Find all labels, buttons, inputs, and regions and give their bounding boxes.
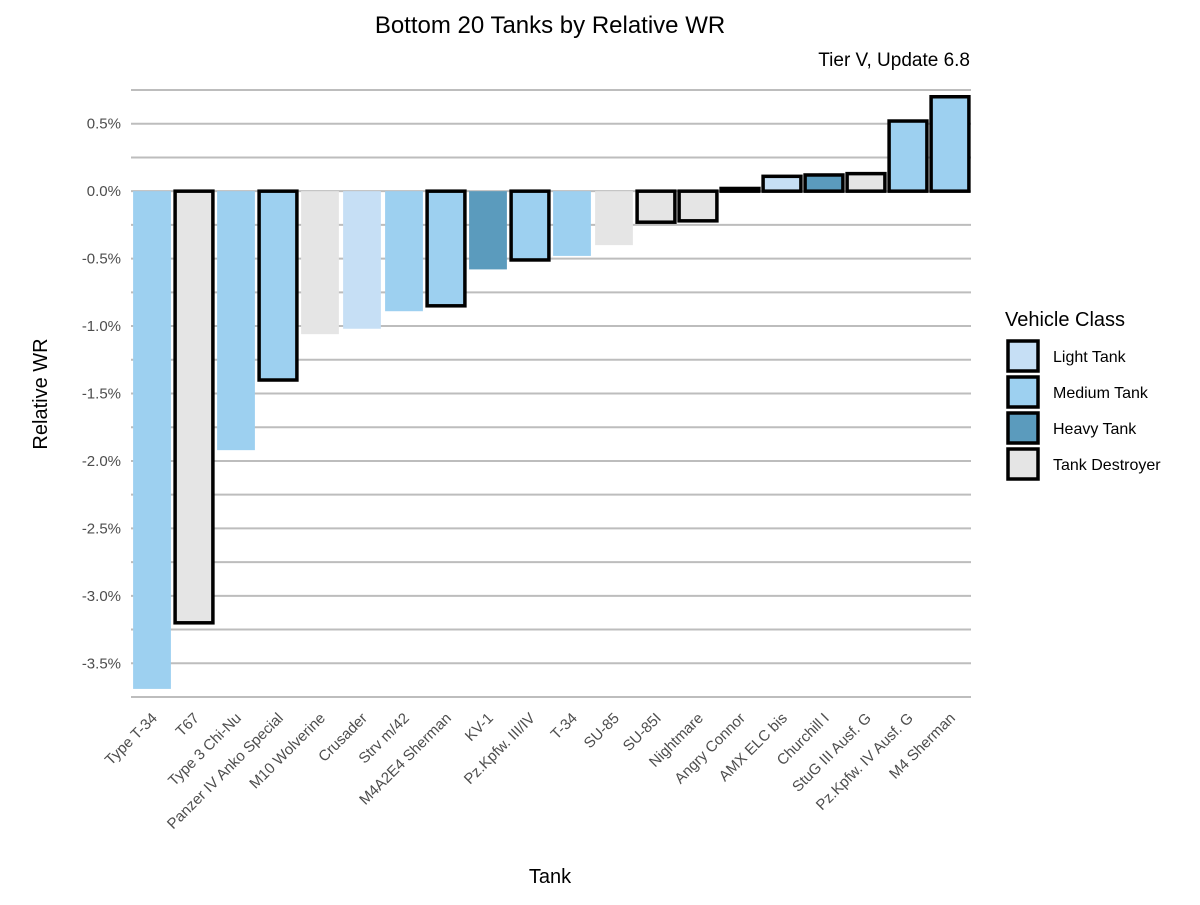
legend-label: Medium Tank xyxy=(1053,385,1149,402)
grid-lines xyxy=(131,89,971,698)
bars xyxy=(133,94,971,689)
y-tick-label: -2.0% xyxy=(82,453,121,470)
bar xyxy=(595,191,633,246)
x-tick-label: Type 3 Chi-Nu xyxy=(165,710,245,790)
bar xyxy=(173,189,215,625)
y-tick-label: 0.5% xyxy=(87,116,121,133)
legend-title: Vehicle Class xyxy=(1005,309,1125,331)
bar xyxy=(509,189,551,262)
bar xyxy=(719,186,761,193)
bar xyxy=(425,189,467,308)
bar xyxy=(635,189,677,224)
bar xyxy=(469,191,507,270)
legend-swatch xyxy=(1006,339,1040,373)
legend-label: Light Tank xyxy=(1053,349,1127,366)
x-tick-label: KV-1 xyxy=(462,710,497,745)
bar xyxy=(257,189,299,382)
y-tick-label: -0.5% xyxy=(82,251,121,268)
legend-swatch xyxy=(1006,411,1040,445)
chart-title: Bottom 20 Tanks by Relative WR xyxy=(375,12,725,39)
bar xyxy=(845,171,887,193)
y-tick-label: 0.0% xyxy=(87,183,121,200)
y-axis-title: Relative WR xyxy=(30,338,52,449)
y-axis-ticks: 0.5% 0.0% -0.5% -1.0% -1.5% -2.0% -2.5% -3.0% -3… xyxy=(82,116,121,673)
x-tick-label: T-34 xyxy=(548,710,581,743)
legend-label: Tank Destroyer xyxy=(1053,457,1161,474)
legend-label: Heavy Tank xyxy=(1053,421,1137,438)
bar xyxy=(553,191,591,256)
bar xyxy=(385,191,423,312)
x-tick-label: T67 xyxy=(173,710,203,740)
bar xyxy=(217,191,255,451)
y-tick-label: -3.0% xyxy=(82,588,121,605)
bar xyxy=(301,191,339,335)
bar xyxy=(677,189,719,223)
bar xyxy=(803,173,845,193)
x-tick-label: Type T-34 xyxy=(102,710,161,769)
x-tick-label: SU-85 xyxy=(581,710,623,752)
y-tick-label: -1.5% xyxy=(82,386,121,403)
y-tick-label: -2.5% xyxy=(82,520,121,537)
legend-swatch xyxy=(1006,447,1040,481)
legend: Vehicle Class Light Tank Medium Tank Heavy… xyxy=(1005,309,1161,481)
chart-subtitle: Tier V, Update 6.8 xyxy=(818,50,970,71)
bar xyxy=(929,94,971,193)
x-axis-title: Tank xyxy=(529,866,572,888)
bar xyxy=(761,174,803,193)
bar xyxy=(133,191,171,689)
bar xyxy=(887,119,929,193)
y-tick-label: -3.5% xyxy=(82,655,121,672)
legend-swatch xyxy=(1006,375,1040,409)
bar xyxy=(343,191,381,329)
y-tick-label: -1.0% xyxy=(82,318,121,335)
